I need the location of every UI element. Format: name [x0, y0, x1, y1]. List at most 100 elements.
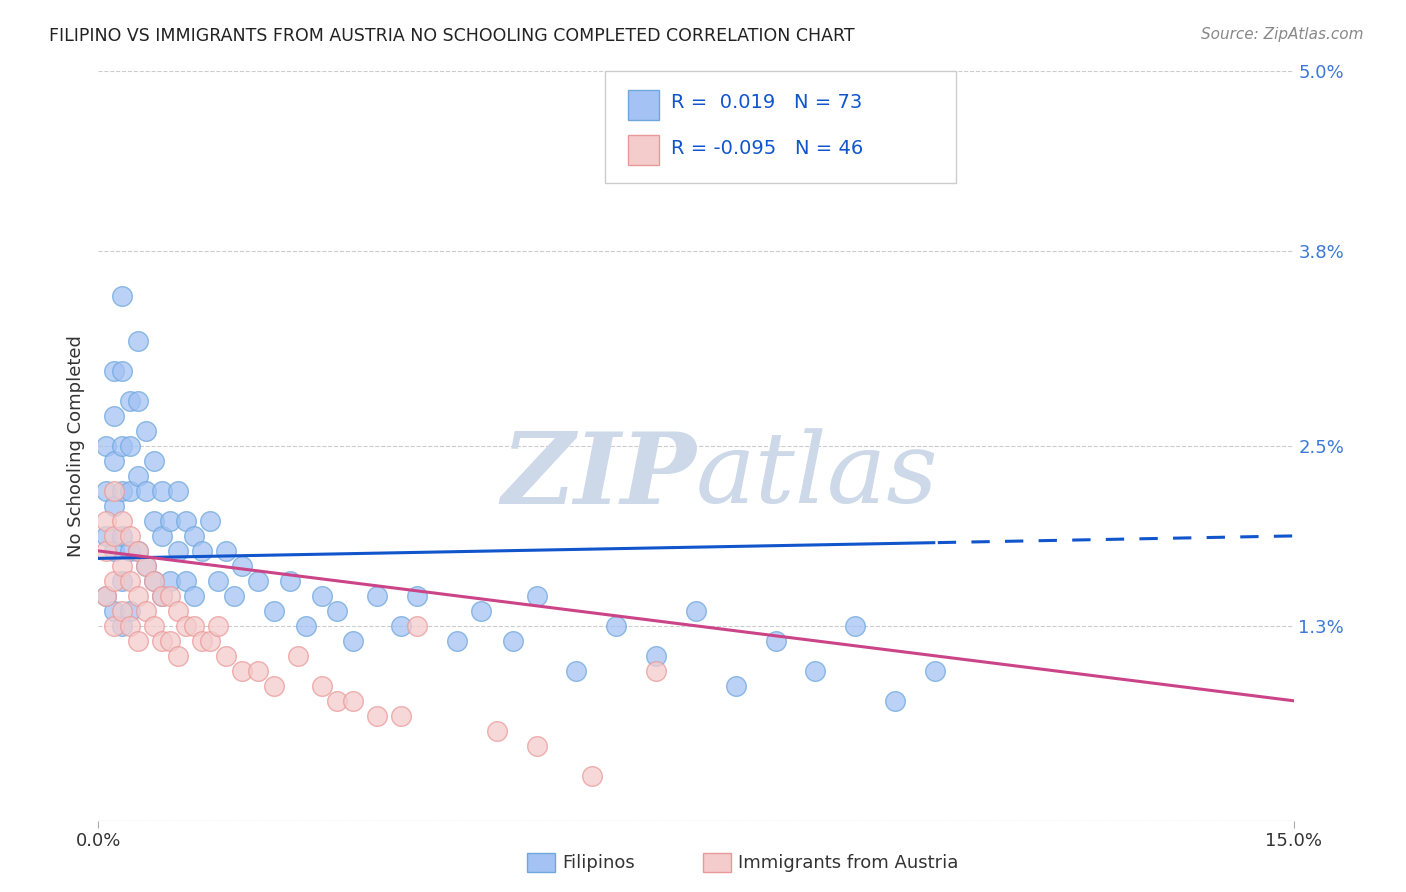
Point [150, 529, 173, 543]
Point [103, 604, 125, 618]
Point [215, 544, 238, 558]
Point [167, 544, 190, 558]
Point [222, 589, 245, 603]
Point [103, 574, 125, 588]
Point [342, 633, 364, 648]
Point [565, 664, 588, 678]
Text: FILIPINO VS IMMIGRANTS FROM AUSTRIA NO SCHOOLING COMPLETED CORRELATION CHART: FILIPINO VS IMMIGRANTS FROM AUSTRIA NO S… [49, 27, 855, 45]
Point [96, 439, 118, 453]
Point [96, 544, 118, 558]
Point [127, 544, 149, 558]
Point [366, 589, 388, 603]
Point [406, 589, 429, 603]
Point [111, 619, 134, 633]
Text: ZIP: ZIP [501, 428, 696, 524]
Point [120, 394, 142, 409]
Point [127, 394, 149, 409]
Point [135, 558, 157, 573]
Point [111, 574, 134, 588]
Point [103, 529, 125, 543]
Point [183, 619, 205, 633]
Point [96, 529, 118, 543]
Point [685, 604, 707, 618]
Point [120, 619, 142, 633]
Point [526, 589, 548, 603]
Point [111, 514, 134, 528]
Point [191, 544, 214, 558]
Point [502, 633, 524, 648]
Point [183, 529, 205, 543]
Point [311, 679, 333, 693]
Point [127, 334, 149, 348]
Point [446, 633, 468, 648]
Point [198, 514, 221, 528]
Point [120, 439, 142, 453]
Point [366, 708, 388, 723]
Point [645, 664, 668, 678]
Text: R =  0.019   N = 73: R = 0.019 N = 73 [671, 93, 862, 112]
Point [120, 574, 142, 588]
Point [111, 558, 134, 573]
Point [120, 483, 142, 498]
Point [470, 604, 492, 618]
Point [96, 483, 118, 498]
Y-axis label: No Schooling Completed: No Schooling Completed [66, 335, 84, 557]
Point [605, 619, 627, 633]
Point [231, 664, 253, 678]
Point [111, 364, 134, 378]
Point [326, 604, 349, 618]
Point [159, 514, 181, 528]
Point [111, 439, 134, 453]
Text: Filipinos: Filipinos [562, 854, 636, 871]
Point [207, 574, 229, 588]
Point [389, 708, 412, 723]
Point [96, 589, 118, 603]
Point [167, 648, 190, 663]
Point [884, 694, 907, 708]
Point [263, 679, 285, 693]
Point [103, 409, 125, 423]
Point [150, 589, 173, 603]
Point [174, 574, 197, 588]
Point [127, 544, 149, 558]
Point [215, 648, 238, 663]
Point [167, 604, 190, 618]
Point [183, 589, 205, 603]
Point [96, 514, 118, 528]
Point [581, 769, 603, 783]
Point [96, 589, 118, 603]
Point [120, 604, 142, 618]
Point [174, 514, 197, 528]
Point [103, 619, 125, 633]
Point [294, 619, 316, 633]
Point [111, 529, 134, 543]
Text: atlas: atlas [696, 428, 939, 524]
Point [246, 664, 269, 678]
Text: Source: ZipAtlas.com: Source: ZipAtlas.com [1201, 27, 1364, 42]
Point [135, 558, 157, 573]
Point [924, 664, 946, 678]
Point [287, 648, 309, 663]
Point [103, 454, 125, 468]
Point [231, 558, 253, 573]
Point [143, 514, 166, 528]
Point [406, 619, 429, 633]
Point [103, 544, 125, 558]
Point [103, 499, 125, 513]
Point [127, 469, 149, 483]
Point [724, 679, 747, 693]
Point [804, 664, 827, 678]
Point [765, 633, 787, 648]
Point [111, 289, 134, 303]
Point [278, 574, 301, 588]
Point [120, 529, 142, 543]
Point [311, 589, 333, 603]
Point [485, 723, 508, 738]
Point [159, 574, 181, 588]
Point [143, 574, 166, 588]
Point [645, 648, 668, 663]
Point [143, 454, 166, 468]
Text: R = -0.095   N = 46: R = -0.095 N = 46 [671, 139, 863, 159]
Point [150, 633, 173, 648]
Point [135, 483, 157, 498]
